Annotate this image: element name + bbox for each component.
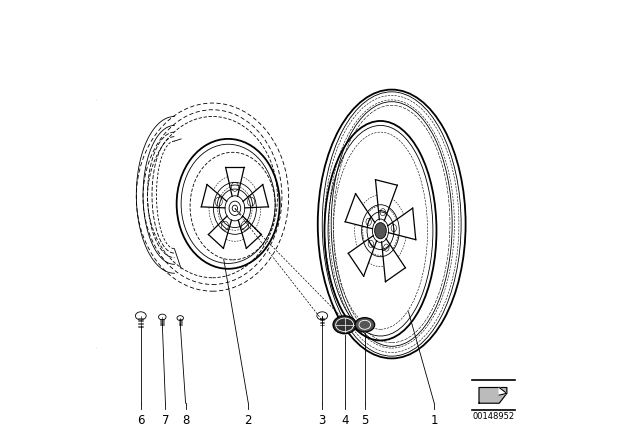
Text: 6: 6	[137, 414, 145, 427]
Text: 2: 2	[244, 414, 252, 427]
Text: 3: 3	[319, 414, 326, 427]
Text: 5: 5	[361, 414, 369, 427]
Polygon shape	[479, 388, 507, 403]
Text: 1: 1	[431, 414, 438, 427]
Ellipse shape	[355, 318, 374, 332]
Text: 8: 8	[182, 414, 189, 427]
Ellipse shape	[333, 316, 356, 334]
Text: 00148952: 00148952	[472, 412, 515, 421]
Text: 4: 4	[341, 414, 348, 427]
Ellipse shape	[374, 223, 387, 239]
Text: 7: 7	[162, 414, 169, 427]
Polygon shape	[499, 388, 507, 395]
